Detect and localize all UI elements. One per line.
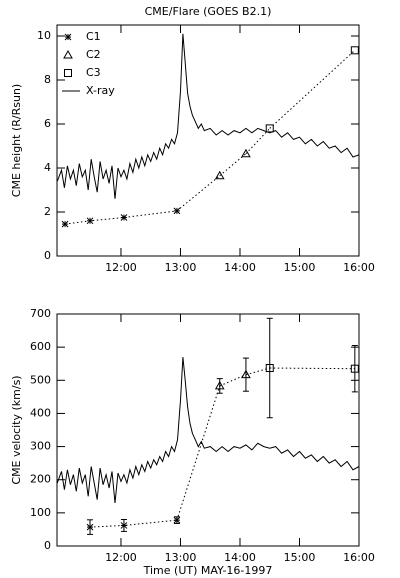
x-tick-label: 12:00: [105, 261, 137, 274]
y-tick-label: 300: [30, 440, 51, 453]
marker-shape: [241, 148, 251, 158]
marker-asterisk: [61, 220, 69, 228]
marker-asterisk: [120, 214, 128, 221]
marker-asterisk: [86, 217, 94, 225]
x-tick-label: 13:00: [165, 261, 197, 274]
legend-label: C3: [86, 66, 101, 79]
xray-line: [57, 33, 359, 199]
y-tick-label: 100: [30, 506, 51, 519]
dotted-line: [219, 374, 247, 387]
dotted-line: [90, 519, 177, 528]
chart-title: CME/Flare (GOES B2.1): [145, 5, 272, 18]
marker-stroke: [61, 220, 69, 228]
y-tick-label: 700: [30, 307, 51, 320]
marker-square: [64, 69, 72, 77]
marker-shape: [214, 170, 225, 180]
y-tick-label: 400: [30, 406, 51, 419]
marker-square: [350, 46, 359, 55]
plot-frame: [56, 313, 360, 547]
marker-stroke: [173, 207, 181, 215]
y-tick-label: 600: [30, 340, 51, 353]
marker-shape: [214, 380, 225, 390]
marker-triangle: [63, 49, 73, 59]
y-tick-label: 4: [44, 161, 51, 174]
marker-shape: [241, 369, 251, 379]
marker-triangle: [241, 369, 251, 379]
x-tick-label: 13:00: [165, 551, 197, 564]
dotted-line: [64, 210, 177, 225]
plot-frame: [56, 24, 360, 257]
y-tick-label: 2: [44, 205, 51, 218]
x-tick-label: 12:00: [105, 551, 137, 564]
marker-shape: [350, 364, 359, 373]
marker-shape: [265, 364, 274, 373]
marker-square: [350, 364, 359, 373]
dotted-line: [269, 49, 356, 129]
marker-stroke: [120, 214, 128, 221]
marker-stroke: [120, 522, 128, 529]
dotted-line: [269, 367, 355, 370]
marker-asterisk: [173, 516, 181, 524]
marker-shape: [350, 46, 359, 55]
y-tick-label: 500: [30, 373, 51, 386]
marker-square: [265, 364, 274, 373]
legend-label: X-ray: [86, 84, 115, 97]
x-axis-label: Time (UT) MAY-16-1997: [143, 564, 273, 577]
x-tick-label: 15:00: [284, 551, 316, 564]
connector-line: [245, 128, 271, 155]
y-tick-label: 6: [44, 117, 51, 130]
marker-stroke: [86, 523, 94, 531]
error-bar: [351, 344, 358, 393]
marker-triangle: [214, 170, 225, 180]
y-tick-label: 200: [30, 473, 51, 486]
x-tick-label: 14:00: [224, 261, 256, 274]
marker-asterisk: [64, 33, 72, 41]
marker-triangle: [241, 148, 251, 158]
legend-label: C1: [86, 30, 101, 43]
y-tick-label: 8: [44, 73, 51, 86]
x-tick-label: 16:00: [343, 261, 375, 274]
y-axis-label: CME height (R/Rsun): [10, 84, 23, 197]
marker-shape: [63, 49, 73, 59]
marker-stroke: [173, 516, 181, 524]
legend-label: C2: [86, 48, 101, 61]
marker-asterisk: [173, 207, 181, 215]
marker-stroke: [64, 33, 72, 41]
error-bar: [266, 317, 273, 419]
x-tick-label: 14:00: [224, 551, 256, 564]
marker-asterisk: [120, 522, 128, 529]
marker-shape: [265, 124, 274, 133]
y-axis-label: CME velocity (km/s): [10, 375, 23, 484]
connector-line: [176, 385, 221, 521]
x-tick-label: 15:00: [284, 261, 316, 274]
y-tick-label: 10: [37, 29, 51, 42]
error-bar: [242, 357, 249, 392]
marker-shape: [64, 69, 72, 77]
connector-line: [176, 175, 221, 212]
x-tick-label: 16:00: [343, 551, 375, 564]
marker-stroke: [86, 217, 94, 225]
marker-triangle: [214, 380, 225, 390]
marker-asterisk: [86, 523, 94, 531]
dotted-line: [219, 153, 247, 177]
marker-square: [265, 124, 274, 133]
xray-line: [57, 357, 359, 503]
y-tick-label: 0: [44, 249, 51, 262]
y-tick-label: 0: [44, 539, 51, 552]
